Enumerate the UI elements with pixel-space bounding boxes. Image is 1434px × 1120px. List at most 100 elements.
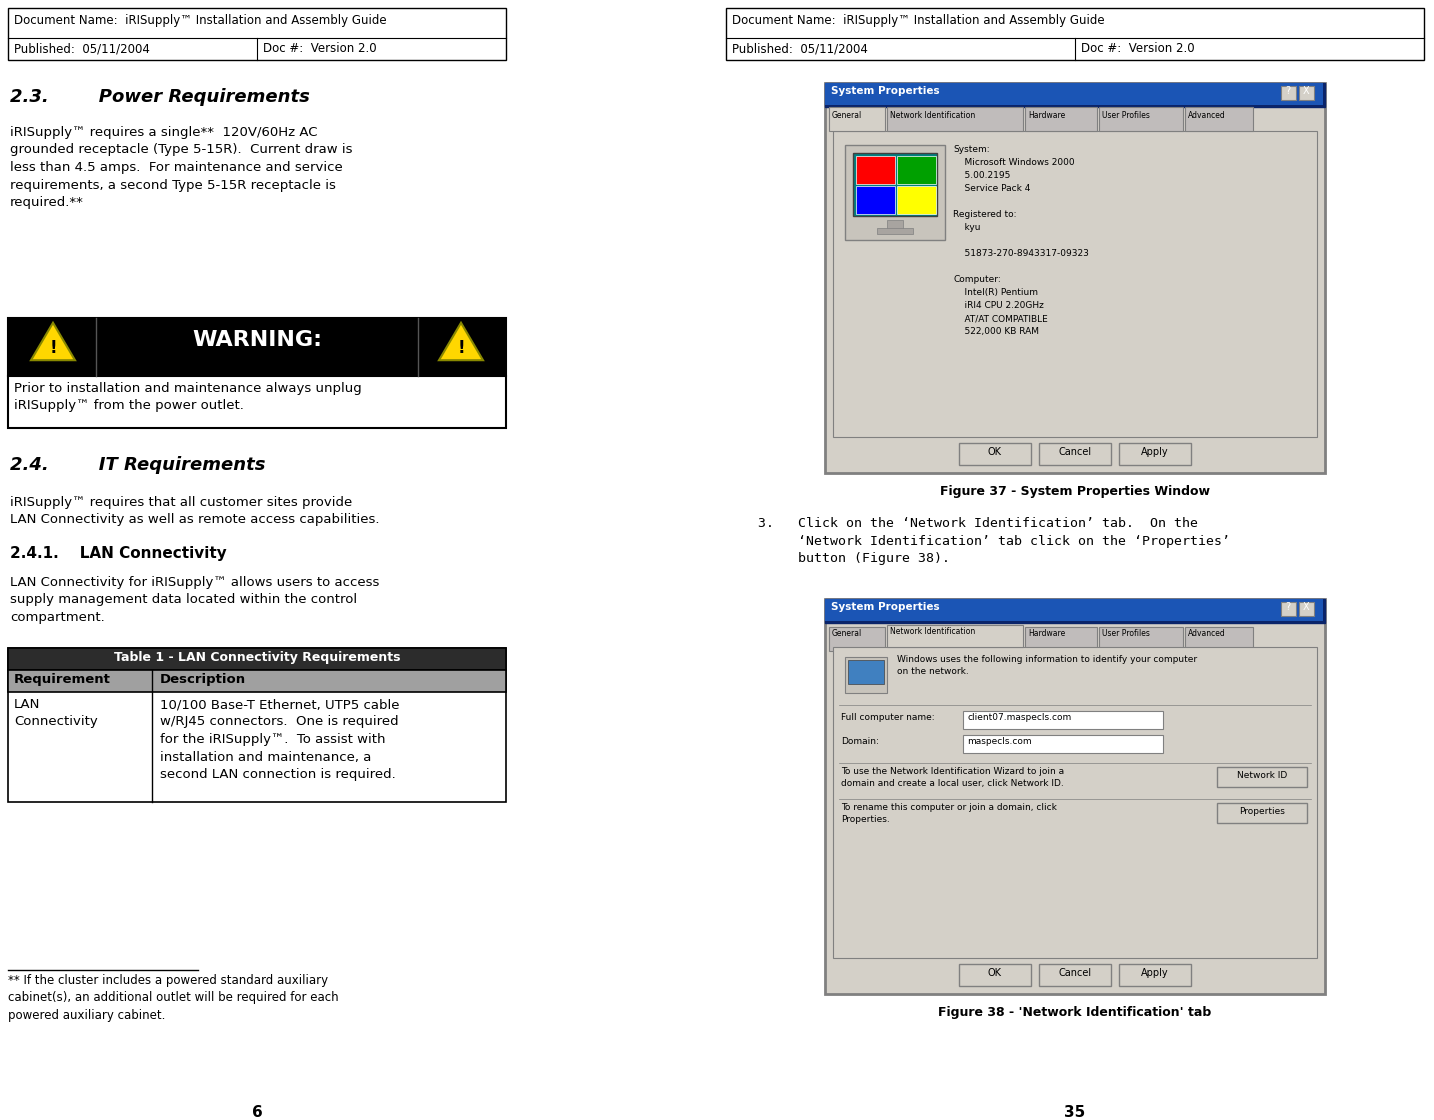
Text: Document Name:  iRISupply™ Installation and Assembly Guide: Document Name: iRISupply™ Installation a…: [14, 15, 387, 27]
Text: User Profiles: User Profiles: [1101, 629, 1150, 638]
Bar: [1040, 444, 1111, 465]
Text: 2.4.1.    LAN Connectivity: 2.4.1. LAN Connectivity: [10, 547, 227, 561]
Text: Cancel: Cancel: [1058, 968, 1091, 978]
Text: OK: OK: [988, 968, 1002, 978]
Bar: [898, 156, 936, 184]
Text: Hardware: Hardware: [1028, 629, 1065, 638]
Bar: [1119, 444, 1192, 465]
Bar: [888, 220, 903, 230]
Text: 35: 35: [1064, 1105, 1086, 1120]
Text: LAN Connectivity for iRISupply™ allows users to access
supply management data lo: LAN Connectivity for iRISupply™ allows u…: [10, 576, 380, 624]
Bar: [1281, 86, 1296, 100]
Bar: [898, 186, 936, 214]
Text: Apply: Apply: [1141, 968, 1169, 978]
Bar: [825, 599, 1324, 620]
Text: Cancel: Cancel: [1058, 447, 1091, 457]
Text: System Properties: System Properties: [830, 86, 939, 96]
Text: Published:  05/11/2004: Published: 05/11/2004: [731, 41, 868, 55]
Bar: [1025, 108, 1097, 131]
Text: System Properties: System Properties: [830, 603, 939, 612]
Text: 6: 6: [251, 1105, 262, 1120]
Text: 5.00.2195: 5.00.2195: [954, 171, 1011, 180]
Text: Description: Description: [161, 673, 247, 685]
Bar: [856, 156, 895, 184]
Text: Registered to:: Registered to:: [954, 211, 1017, 220]
Bar: [1119, 964, 1192, 986]
Text: !: !: [457, 339, 465, 357]
Text: Doc #:  Version 2.0: Doc #: Version 2.0: [262, 41, 377, 55]
Bar: [1040, 964, 1111, 986]
Bar: [1217, 767, 1306, 787]
Text: ** If the cluster includes a powered standard auxiliary
cabinet(s), an additiona: ** If the cluster includes a powered sta…: [9, 974, 338, 1021]
Text: To use the Network Identification Wizard to join a
domain and create a local use: To use the Network Identification Wizard…: [840, 767, 1064, 788]
Bar: [1025, 627, 1097, 651]
Bar: [9, 670, 506, 692]
Bar: [959, 964, 1031, 986]
Text: 2.4.        IT Requirements: 2.4. IT Requirements: [10, 456, 265, 474]
Text: client07.maspecls.com: client07.maspecls.com: [967, 713, 1071, 722]
Polygon shape: [32, 323, 75, 361]
Bar: [9, 648, 506, 670]
Text: General: General: [832, 629, 862, 638]
Bar: [1217, 803, 1306, 823]
Text: Windows uses the following information to identify your computer
on the network.: Windows uses the following information t…: [898, 655, 1197, 676]
Bar: [888, 625, 1022, 647]
Text: Published:  05/11/2004: Published: 05/11/2004: [14, 41, 151, 55]
Bar: [726, 8, 1424, 60]
Bar: [825, 83, 1324, 105]
Text: 2.3.        Power Requirements: 2.3. Power Requirements: [10, 88, 310, 106]
Bar: [833, 131, 1316, 437]
Bar: [1098, 108, 1183, 131]
Text: Document Name:  iRISupply™ Installation and Assembly Guide: Document Name: iRISupply™ Installation a…: [731, 15, 1104, 27]
Bar: [847, 660, 883, 684]
Text: Service Pack 4: Service Pack 4: [954, 184, 1031, 193]
Text: User Profiles: User Profiles: [1101, 111, 1150, 120]
Text: Requirement: Requirement: [14, 673, 110, 685]
Text: Properties: Properties: [1239, 808, 1285, 816]
Bar: [9, 376, 506, 428]
Text: To rename this computer or join a domain, click
Properties.: To rename this computer or join a domain…: [840, 803, 1057, 824]
Bar: [1184, 627, 1253, 651]
Bar: [825, 599, 1325, 623]
Bar: [853, 153, 936, 216]
Text: X: X: [1304, 603, 1309, 612]
Bar: [1281, 603, 1296, 616]
Bar: [825, 599, 1325, 995]
Text: kyu: kyu: [954, 223, 981, 232]
Text: Network ID: Network ID: [1238, 771, 1288, 780]
Bar: [856, 186, 895, 214]
Bar: [825, 83, 1325, 473]
Text: General: General: [832, 111, 862, 120]
Bar: [888, 108, 1022, 131]
Text: iRISupply™ requires that all customer sites provide
LAN Connectivity as well as : iRISupply™ requires that all customer si…: [10, 496, 380, 526]
Bar: [1299, 603, 1314, 616]
Bar: [964, 711, 1163, 729]
Text: Advanced: Advanced: [1187, 111, 1226, 120]
Text: AT/AT COMPATIBLE: AT/AT COMPATIBLE: [954, 314, 1048, 323]
Bar: [9, 318, 506, 376]
Bar: [964, 735, 1163, 753]
Text: ?: ?: [1285, 603, 1291, 612]
Bar: [825, 83, 1325, 108]
Text: 10/100 Base-T Ethernet, UTP5 cable
w/RJ45 connectors.  One is required
for the i: 10/100 Base-T Ethernet, UTP5 cable w/RJ4…: [161, 698, 400, 781]
Bar: [9, 648, 506, 802]
Bar: [1299, 86, 1314, 100]
Text: System:: System:: [954, 144, 989, 155]
Bar: [1098, 627, 1183, 651]
Text: iRI4 CPU 2.20GHz: iRI4 CPU 2.20GHz: [954, 301, 1044, 310]
Text: Hardware: Hardware: [1028, 111, 1065, 120]
Bar: [845, 657, 888, 693]
Bar: [959, 444, 1031, 465]
Text: Advanced: Advanced: [1187, 629, 1226, 638]
Bar: [829, 627, 885, 651]
Bar: [833, 647, 1316, 958]
Polygon shape: [439, 323, 483, 361]
Text: 51873-270-8943317-09323: 51873-270-8943317-09323: [954, 249, 1088, 258]
Text: ?: ?: [1285, 86, 1291, 96]
Text: Microsoft Windows 2000: Microsoft Windows 2000: [954, 158, 1074, 167]
Bar: [878, 228, 913, 234]
Text: OK: OK: [988, 447, 1002, 457]
Text: Intel(R) Pentium: Intel(R) Pentium: [954, 288, 1038, 297]
Text: Network Identification: Network Identification: [891, 627, 975, 636]
Text: 522,000 KB RAM: 522,000 KB RAM: [954, 327, 1040, 336]
